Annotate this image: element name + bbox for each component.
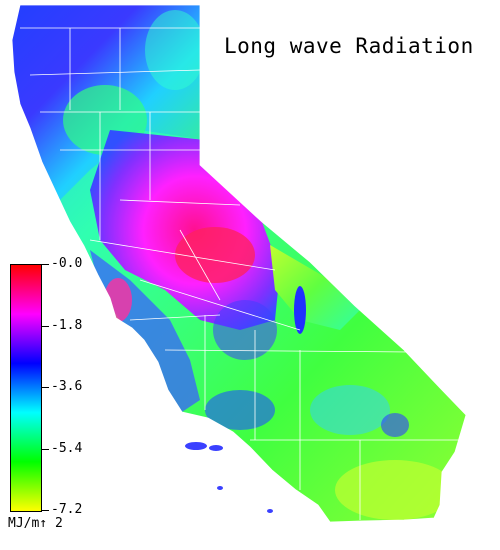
colorbar-tick: [41, 387, 49, 388]
colorbar-tick-label: -1.8: [51, 317, 83, 333]
colorbar-tick: [41, 448, 49, 450]
colorbar-tick: [41, 264, 49, 265]
colorbar-tick: [41, 325, 49, 327]
colorbar-tick: [41, 510, 49, 511]
colorbar-tick-label: -3.6: [51, 379, 83, 394]
county-boundaries: [11, 4, 467, 523]
channel-islands: [185, 442, 273, 513]
colorbar: [10, 264, 42, 512]
colorbar-tick-label: -5.4: [51, 440, 83, 456]
map-title: Long wave Radiation: [224, 34, 474, 58]
colorbar-tick-label: -7.2: [51, 502, 83, 517]
colorbar-tick-label: -0.0: [51, 256, 83, 271]
units-label: MJ/m↑ 2: [8, 516, 63, 531]
